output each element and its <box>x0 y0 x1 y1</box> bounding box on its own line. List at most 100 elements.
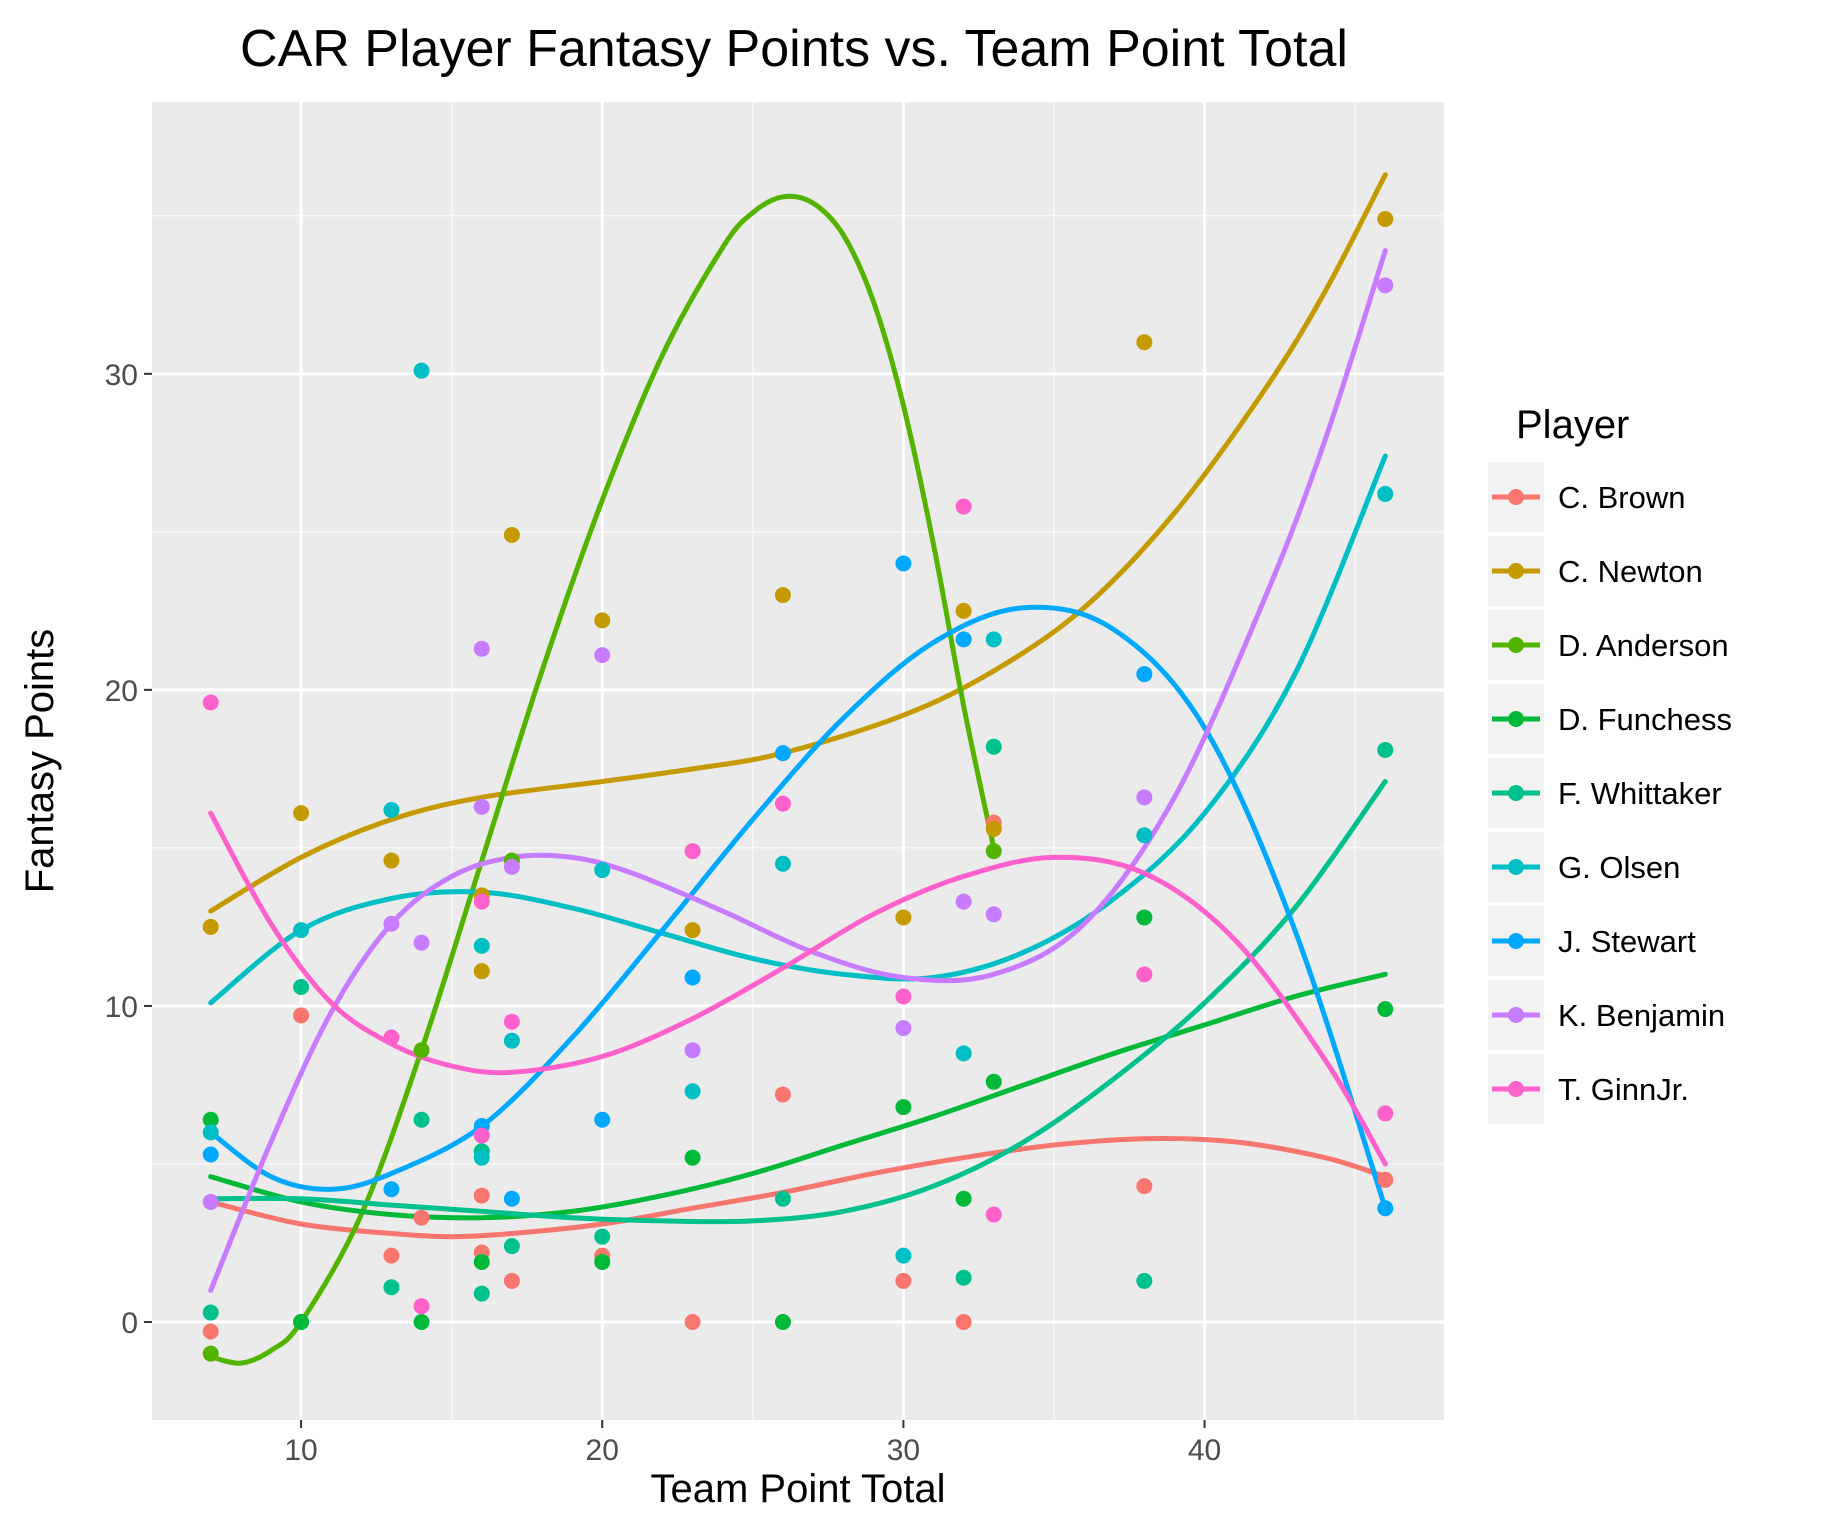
point-c-newton-0 <box>202 918 219 935</box>
point-f-whittaker-0 <box>202 1304 219 1321</box>
point-c-brown-10 <box>895 1272 912 1289</box>
point-g-olsen-5 <box>473 1149 490 1166</box>
point-d-funchess-1 <box>293 1314 310 1331</box>
point-g-olsen-7 <box>594 862 611 879</box>
point-d-anderson-2 <box>413 1042 430 1059</box>
point-d-funchess-8 <box>955 1190 972 1207</box>
smooth-line-f-whittaker <box>208 779 1388 1225</box>
legend-label-c-brown: C. Brown <box>1558 480 1685 515</box>
point-k-benjamin-5 <box>503 858 520 875</box>
point-k-benjamin-4 <box>473 798 490 815</box>
point-f-whittaker-10 <box>985 738 1002 755</box>
point-d-funchess-11 <box>1377 1001 1394 1018</box>
point-t-ginnjr-4 <box>473 893 490 910</box>
point-g-olsen-2 <box>383 801 400 818</box>
grid-major <box>152 102 1444 1420</box>
point-k-benjamin-7 <box>684 1042 701 1059</box>
point-k-benjamin-10 <box>985 906 1002 923</box>
point-f-whittaker-2 <box>383 1279 400 1296</box>
point-g-olsen-12 <box>985 631 1002 648</box>
point-k-benjamin-11 <box>1136 789 1153 806</box>
legend-key-point-f-whittaker <box>1508 785 1524 801</box>
point-g-olsen-11 <box>955 1045 972 1062</box>
point-c-brown-0 <box>202 1323 219 1340</box>
point-j-stewart-10 <box>1377 1200 1394 1217</box>
point-g-olsen-4 <box>473 937 490 954</box>
point-j-stewart-0 <box>202 1146 219 1163</box>
point-g-olsen-9 <box>774 855 791 872</box>
point-f-whittaker-8 <box>774 1190 791 1207</box>
point-c-newton-9 <box>895 909 912 926</box>
legend-key-point-d-anderson <box>1508 637 1524 653</box>
point-c-newton-10 <box>955 602 972 619</box>
point-c-brown-8 <box>684 1314 701 1331</box>
point-c-newton-1 <box>293 805 310 822</box>
point-t-ginnjr-2 <box>413 1298 430 1315</box>
point-g-olsen-1 <box>293 922 310 939</box>
point-k-benjamin-3 <box>473 640 490 657</box>
point-c-newton-13 <box>1377 210 1394 227</box>
point-k-benjamin-0 <box>202 1193 219 1210</box>
x-tick-label-0: 10 <box>284 1434 317 1467</box>
legend-label-k-benjamin: K. Benjamin <box>1558 998 1725 1033</box>
point-t-ginnjr-11 <box>1136 966 1153 983</box>
y-axis: 0 10 20 30 <box>105 359 152 1340</box>
point-k-benjamin-12 <box>1377 277 1394 294</box>
legend-label-g-olsen: G. Olsen <box>1558 850 1680 885</box>
point-c-newton-3 <box>473 963 490 980</box>
point-f-whittaker-1 <box>293 978 310 995</box>
plot-panel <box>152 102 1444 1420</box>
point-d-funchess-3 <box>473 1253 490 1270</box>
point-d-anderson-0 <box>202 1345 219 1362</box>
legend-label-f-whittaker: F. Whittaker <box>1558 776 1722 811</box>
legend-label-d-anderson: D. Anderson <box>1558 628 1729 663</box>
point-c-brown-1 <box>293 1007 310 1024</box>
point-c-newton-5 <box>503 527 520 544</box>
point-d-funchess-2 <box>413 1314 430 1331</box>
point-t-ginnjr-1 <box>383 1029 400 1046</box>
point-k-benjamin-2 <box>413 934 430 951</box>
smooth-line-c-newton <box>208 172 1388 914</box>
point-f-whittaker-7 <box>594 1228 611 1245</box>
point-t-ginnjr-7 <box>774 795 791 812</box>
point-g-olsen-3 <box>413 362 430 379</box>
point-c-brown-13 <box>1136 1178 1153 1195</box>
point-j-stewart-8 <box>955 631 972 648</box>
x-tick-label-2: 30 <box>887 1434 920 1467</box>
smooth-line-t-ginnjr <box>208 810 1388 1167</box>
point-t-ginnjr-10 <box>985 1206 1002 1223</box>
smooth-line-j-stewart <box>208 604 1388 1211</box>
legend-key-point-c-brown <box>1508 489 1524 505</box>
point-c-brown-9 <box>774 1086 791 1103</box>
point-g-olsen-13 <box>1136 827 1153 844</box>
point-j-stewart-6 <box>774 745 791 762</box>
point-j-stewart-5 <box>684 969 701 986</box>
point-k-benjamin-8 <box>895 1020 912 1037</box>
point-t-ginnjr-0 <box>202 694 219 711</box>
point-c-newton-11 <box>985 820 1002 837</box>
smooth-line-d-funchess <box>208 971 1388 1221</box>
point-d-funchess-5 <box>684 1149 701 1166</box>
point-j-stewart-9 <box>1136 666 1153 683</box>
point-k-benjamin-6 <box>594 647 611 664</box>
point-g-olsen-10 <box>895 1247 912 1264</box>
legend-key-point-j-stewart <box>1508 933 1524 949</box>
legend-title: Player <box>1516 403 1629 447</box>
legend-key-point-g-olsen <box>1508 859 1524 875</box>
point-c-brown-11 <box>955 1314 972 1331</box>
point-f-whittaker-3 <box>413 1111 430 1128</box>
legend: Player C. Brown C. Newton D. Anderson D. Fu… <box>1488 403 1732 1124</box>
point-f-whittaker-12 <box>1377 741 1394 758</box>
point-d-funchess-9 <box>985 1073 1002 1090</box>
point-c-newton-8 <box>774 587 791 604</box>
x-tick-label-1: 20 <box>586 1434 619 1467</box>
point-k-benjamin-9 <box>955 893 972 910</box>
point-t-ginnjr-8 <box>895 988 912 1005</box>
point-c-newton-2 <box>383 852 400 869</box>
point-f-whittaker-6 <box>503 1238 520 1255</box>
legend-label-d-funchess: D. Funchess <box>1558 702 1732 737</box>
legend-label-c-newton: C. Newton <box>1558 554 1703 589</box>
point-d-anderson-4 <box>985 843 1002 860</box>
